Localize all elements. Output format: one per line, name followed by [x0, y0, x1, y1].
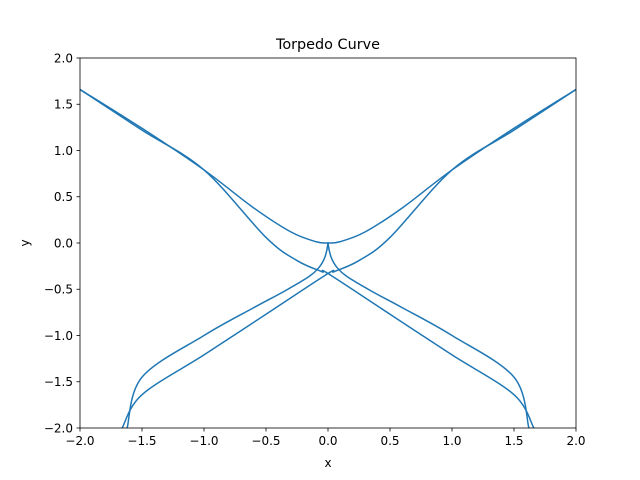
x-tick-label: 2.0: [566, 434, 585, 448]
y-tick-label: −1.5: [44, 375, 73, 389]
series-layer: [80, 88, 576, 428]
curve-branch-2: [80, 88, 535, 428]
y-tick-label: 0.0: [54, 236, 73, 250]
x-tick-label: −2.0: [65, 434, 94, 448]
y-tick-label: −1.0: [44, 329, 73, 343]
y-tick-label: 1.5: [54, 98, 73, 112]
x-tick-label: −0.5: [251, 434, 280, 448]
y-axis-ticks: −2.0 −1.5 −1.0 −0.5 0.0 0.5 1.0 1.5 2.0: [44, 51, 80, 435]
x-tick-label: 0.5: [380, 434, 399, 448]
curve-branch-5: [327, 242, 530, 428]
x-axis-ticks: −2.0 −1.5 −1.0 −0.5 0.0 0.5 1.0 1.5 2.0: [65, 428, 586, 448]
x-tick-label: 0.0: [318, 434, 337, 448]
y-tick-label: −2.0: [44, 421, 73, 435]
x-tick-label: 1.0: [442, 434, 461, 448]
x-tick-label: −1.5: [127, 434, 156, 448]
y-tick-label: 2.0: [54, 51, 73, 65]
x-tick-label: −1.0: [189, 434, 218, 448]
curve-branch-3: [121, 88, 576, 428]
y-tick-label: 0.5: [54, 190, 73, 204]
y-tick-label: −0.5: [44, 283, 73, 297]
plot-frame: [79, 57, 577, 429]
y-axis-label: y: [18, 239, 32, 246]
y-tick-label: 1.0: [54, 144, 73, 158]
x-tick-label: 1.5: [504, 434, 523, 448]
curve-branch-4: [126, 242, 329, 428]
chart-title: Torpedo Curve: [275, 37, 380, 53]
x-axis-label: x: [324, 456, 331, 470]
